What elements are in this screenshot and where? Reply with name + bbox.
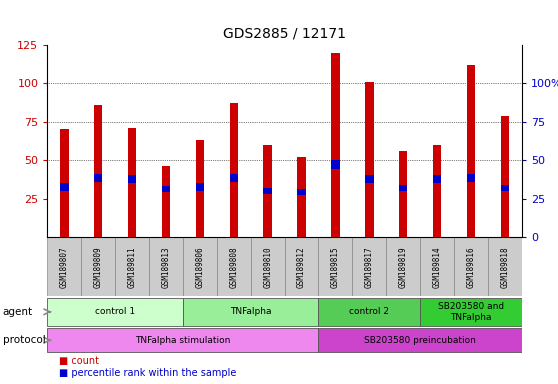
Bar — [81, 237, 115, 296]
Bar — [47, 328, 319, 352]
Bar — [183, 237, 217, 296]
Text: GSM189818: GSM189818 — [501, 246, 509, 288]
Text: agent: agent — [3, 307, 33, 317]
Bar — [60, 183, 69, 191]
Bar — [94, 105, 103, 237]
Text: GSM189808: GSM189808 — [229, 246, 238, 288]
Bar — [229, 103, 238, 237]
Text: GSM189812: GSM189812 — [297, 246, 306, 288]
Text: GSM189810: GSM189810 — [263, 246, 272, 288]
Bar — [501, 185, 509, 191]
Bar — [319, 298, 420, 326]
Text: TNFalpha stimulation: TNFalpha stimulation — [135, 336, 230, 345]
Bar — [196, 140, 204, 237]
Bar — [47, 237, 81, 296]
Text: protocol: protocol — [3, 335, 46, 345]
Bar — [420, 237, 454, 296]
Bar — [128, 128, 136, 237]
Bar — [365, 175, 373, 183]
Bar — [386, 237, 420, 296]
Text: GSM189815: GSM189815 — [331, 246, 340, 288]
Bar — [196, 183, 204, 191]
Bar — [454, 237, 488, 296]
Bar — [94, 174, 103, 182]
Text: GSM189806: GSM189806 — [195, 246, 204, 288]
Text: GSM189816: GSM189816 — [466, 246, 475, 288]
Text: control 1: control 1 — [95, 307, 135, 316]
Text: SB203580 and
TNFalpha: SB203580 and TNFalpha — [438, 302, 504, 321]
Bar — [149, 237, 183, 296]
Text: TNFalpha: TNFalpha — [230, 307, 271, 316]
Bar — [162, 166, 170, 237]
Bar — [420, 298, 522, 326]
Bar — [263, 145, 272, 237]
Bar — [217, 237, 251, 296]
Text: GSM189814: GSM189814 — [432, 246, 441, 288]
Text: control 2: control 2 — [349, 307, 389, 316]
Text: GSM189811: GSM189811 — [128, 246, 137, 288]
Bar — [466, 174, 475, 182]
Bar — [352, 237, 386, 296]
Bar — [488, 237, 522, 296]
Bar — [251, 237, 285, 296]
Bar — [47, 298, 183, 326]
Text: SB203580 preincubation: SB203580 preincubation — [364, 336, 476, 345]
Bar — [162, 186, 170, 192]
Bar — [297, 189, 306, 195]
Bar — [319, 237, 352, 296]
Bar — [331, 160, 340, 169]
Bar — [501, 116, 509, 237]
Bar — [365, 82, 373, 237]
Bar — [183, 298, 319, 326]
Text: GSM189817: GSM189817 — [365, 246, 374, 288]
Bar — [433, 175, 441, 183]
Bar — [60, 129, 69, 237]
Bar — [331, 53, 340, 237]
Bar — [297, 157, 306, 237]
Text: GSM189819: GSM189819 — [398, 246, 408, 288]
Bar — [466, 65, 475, 237]
Text: GDS2885 / 12171: GDS2885 / 12171 — [223, 26, 346, 40]
Bar — [115, 237, 149, 296]
Bar — [399, 151, 407, 237]
Bar — [285, 237, 319, 296]
Bar — [399, 185, 407, 191]
Bar — [319, 328, 522, 352]
Bar — [263, 188, 272, 194]
Text: GSM189809: GSM189809 — [94, 246, 103, 288]
Text: GSM189807: GSM189807 — [60, 246, 69, 288]
Bar — [229, 174, 238, 182]
Text: GSM189813: GSM189813 — [161, 246, 171, 288]
Text: ■ count: ■ count — [59, 356, 99, 366]
Bar — [433, 145, 441, 237]
Text: ■ percentile rank within the sample: ■ percentile rank within the sample — [59, 367, 236, 377]
Bar — [128, 175, 136, 183]
